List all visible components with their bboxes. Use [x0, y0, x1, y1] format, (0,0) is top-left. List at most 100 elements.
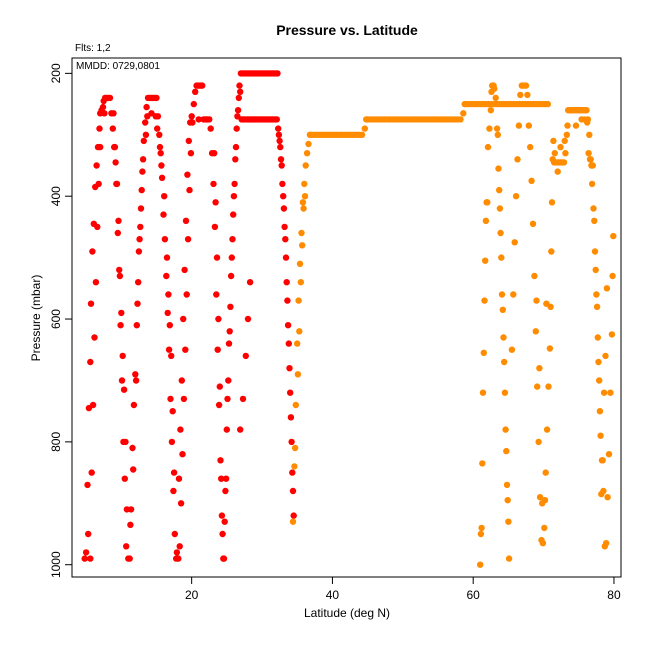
data-point-s1-240 — [276, 137, 283, 145]
data-point-s1-114 — [179, 451, 186, 458]
y-tick-label-400: 400 — [49, 186, 63, 206]
data-point-s1-81 — [164, 309, 171, 317]
data-point-s1-60 — [135, 279, 142, 286]
data-point-s2-140 — [500, 334, 507, 341]
data-point-s2-120 — [487, 107, 494, 114]
data-point-s1-157 — [213, 254, 221, 261]
data-point-s1-28 — [118, 309, 125, 317]
data-point-s2-31 — [358, 131, 366, 138]
data-point-s2-6 — [298, 229, 305, 237]
data-point-s1-161 — [219, 530, 226, 538]
data-point-s1-204 — [225, 340, 233, 347]
data-point-s1-109 — [170, 469, 178, 476]
data-point-s2-3 — [294, 340, 301, 347]
data-point-s1-169 — [230, 193, 238, 200]
data-point-s1-96 — [142, 131, 150, 138]
data-point-s2-208 — [593, 291, 600, 298]
data-point-s2-147 — [511, 239, 518, 246]
data-point-s2-216 — [604, 494, 611, 501]
data-point-s2-219 — [608, 331, 616, 338]
data-point-s2-156 — [524, 91, 531, 99]
data-point-s2-186 — [562, 150, 569, 157]
data-point-s2-114 — [482, 257, 489, 264]
data-point-s2-139 — [501, 389, 509, 396]
data-point-s2-103 — [297, 279, 304, 286]
data-point-s2-249 — [603, 285, 611, 292]
data-point-s1-212 — [237, 88, 244, 96]
data-point-s1-85 — [170, 487, 177, 495]
data-point-s2-241 — [592, 266, 599, 274]
data-point-s2-240 — [591, 217, 598, 224]
data-point-s1-55 — [127, 506, 135, 513]
x-tick-label-60: 60 — [467, 588, 481, 602]
data-point-s1-259 — [280, 193, 287, 200]
data-point-s1-119 — [186, 186, 193, 194]
data-point-s1-79 — [161, 236, 169, 243]
data-point-s1-160 — [218, 475, 225, 482]
data-point-s1-146 — [178, 377, 185, 384]
data-point-s1-99 — [152, 113, 159, 120]
data-point-s1-76 — [157, 150, 164, 157]
y-tick-label-600: 600 — [49, 309, 63, 329]
data-point-s1-47 — [114, 229, 122, 237]
y-tick-label-200: 200 — [49, 63, 63, 83]
data-point-s1-139 — [214, 346, 221, 353]
data-point-s1-30 — [120, 386, 128, 393]
data-point-s1-252 — [239, 395, 247, 403]
data-point-s1-52 — [121, 475, 128, 482]
data-point-s1-242 — [279, 180, 286, 188]
data-point-s1-162 — [220, 555, 228, 562]
data-point-s2-146 — [510, 291, 517, 298]
data-point-s1-77 — [158, 174, 166, 181]
data-point-s1-115 — [180, 395, 188, 403]
data-point-s1-147 — [180, 315, 187, 323]
data-point-s2-115 — [482, 217, 490, 224]
data-point-s1-61 — [136, 236, 143, 243]
data-point-s1-36 — [88, 469, 95, 476]
data-point-s2-207 — [591, 248, 599, 255]
data-point-s1-1 — [82, 549, 90, 556]
data-point-s2-225 — [541, 497, 549, 504]
data-point-s2-142 — [497, 229, 504, 237]
data-point-s1-66 — [143, 103, 150, 111]
data-point-s2-209 — [594, 334, 601, 341]
data-point-s1-168 — [229, 236, 236, 243]
data-point-s1-64 — [140, 137, 147, 145]
data-point-s2-165 — [536, 494, 544, 501]
data-point-s1-93 — [137, 223, 144, 231]
plot-area-frame — [71, 57, 622, 578]
data-point-s1-165 — [225, 377, 232, 384]
data-point-s1-171 — [233, 125, 240, 132]
data-point-s1-203 — [224, 395, 231, 403]
data-point-s1-266 — [289, 487, 297, 495]
data-point-s1-0 — [81, 555, 88, 562]
data-point-s2-206 — [590, 205, 597, 212]
data-point-s1-80 — [163, 272, 170, 280]
data-point-s1-208 — [231, 180, 238, 188]
data-point-s1-261 — [282, 254, 290, 261]
data-point-s2-217 — [605, 451, 613, 458]
data-point-s2-137 — [504, 497, 511, 504]
data-point-s1-141 — [217, 457, 224, 464]
data-point-s1-253 — [242, 352, 249, 360]
data-point-s2-68 — [460, 110, 467, 117]
data-point-s1-9 — [93, 162, 100, 169]
data-point-s1-202 — [222, 475, 230, 482]
data-point-s2-111 — [479, 389, 487, 396]
data-point-s2-141 — [498, 291, 506, 298]
data-point-s1-264 — [287, 389, 294, 396]
data-point-s1-107 — [168, 352, 175, 360]
data-point-s2-203 — [586, 131, 593, 138]
data-point-s2-107 — [477, 561, 484, 568]
data-point-s2-177 — [550, 137, 557, 145]
data-point-s1-238 — [273, 116, 280, 123]
x-tick-label-40: 40 — [326, 588, 340, 602]
data-point-s1-86 — [171, 530, 178, 538]
data-point-s2-242 — [593, 303, 601, 310]
data-point-s1-24 — [112, 159, 119, 166]
data-point-s1-144 — [175, 475, 183, 482]
data-point-s2-109 — [478, 524, 485, 532]
data-point-s1-251 — [237, 426, 244, 433]
data-point-s1-156 — [212, 199, 219, 206]
data-point-s2-108 — [477, 530, 485, 538]
